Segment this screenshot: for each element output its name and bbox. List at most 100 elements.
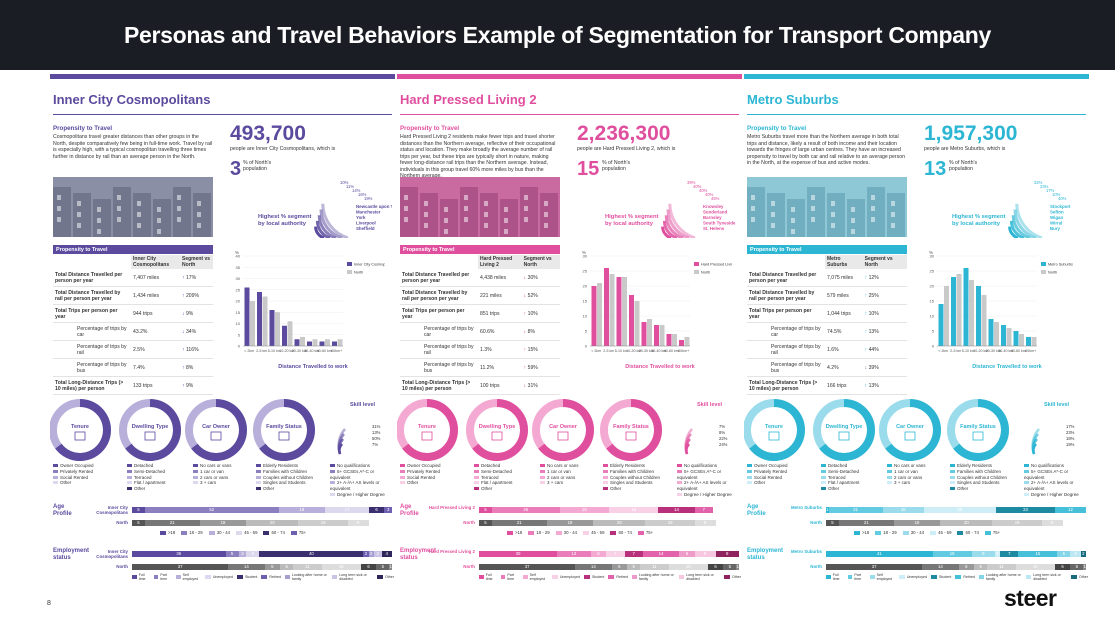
legend-swatch — [1041, 262, 1046, 266]
age-segment: 21 — [828, 507, 883, 513]
donut-label: Dwelling Type — [826, 424, 863, 430]
seg-row-label: Hard Pressed Living 2 — [428, 505, 475, 510]
donut-legend: Detached Semi-Detached Terraced Flat / apar… — [474, 463, 513, 492]
legend-label: Metro Suburbs — [1048, 263, 1073, 267]
row-label: Percentage of trips by bus — [400, 358, 478, 377]
legend-item: Singles and Students — [950, 480, 1007, 486]
col-segment: Metro Suburbs — [825, 255, 863, 269]
la-ring — [666, 209, 690, 238]
la-name: Newcastle upon Tyne — [356, 204, 392, 209]
change-value: 9% — [185, 310, 194, 317]
employment-bar-row: 37 14 6 5 11 15 6 5 1 — [479, 564, 739, 570]
legend-swatch — [1041, 270, 1046, 274]
employment-segment: 6 — [590, 551, 607, 557]
employment-segment: 9 — [971, 551, 995, 557]
age-segment: 19 — [559, 507, 609, 513]
donut-legend: Detached Semi-Detached Terraced Flat / apar… — [821, 463, 860, 492]
arrow-up-icon: ↑ — [523, 310, 528, 317]
chart-bar — [988, 319, 994, 346]
legend-item: 18 - 29 — [528, 530, 550, 535]
title-rule — [747, 114, 1086, 115]
y-tick: 20 — [930, 284, 935, 289]
chart-bar — [679, 340, 684, 346]
chart-bar — [257, 292, 262, 346]
age-segment: 18 — [278, 507, 326, 513]
change-value: 13% — [868, 382, 879, 389]
age-segment: 8 — [347, 520, 369, 526]
legend-item: Other — [400, 480, 441, 486]
row-label: Total Distance Travelled per person per … — [747, 269, 825, 287]
row-label: Total Distance Travelled by rail per per… — [400, 286, 478, 305]
row-label: Total Trips per person per year — [53, 304, 131, 323]
legend-item: Other — [724, 575, 741, 579]
chart-bar — [312, 339, 318, 346]
employment-segment: 6 — [264, 564, 281, 570]
row-value: 7,075 miles — [825, 269, 863, 287]
x-tick: 5-10 km — [615, 349, 628, 353]
x-tick: 10-20 km — [973, 349, 988, 353]
persona-name: Hard Pressed Living 2 — [400, 92, 537, 107]
arrow-up-icon: ↑ — [864, 346, 869, 353]
legend-item: >18 — [854, 530, 869, 535]
donut-label: Car Owner — [896, 424, 925, 430]
legend-item: Semi-Detached — [127, 469, 166, 475]
legend-item: 45 - 59 — [236, 530, 257, 535]
row-value: 1.6% — [825, 340, 863, 359]
row-change: ↓ 30% — [521, 269, 560, 287]
row-value: 1,434 miles — [131, 286, 180, 305]
y-axis-label: % — [235, 250, 239, 255]
employment-legend: Full time Part time Self employed Unemploye… — [826, 573, 1088, 581]
row-value: 7,407 miles — [131, 269, 180, 287]
legend-item: 5+ GCSEs A*-C or equivalent — [677, 468, 722, 480]
arrow-up-icon: ↑ — [864, 328, 869, 335]
table-row: Percentage of trips by car 60.6% ↓ 8% — [400, 322, 560, 341]
x-tick: < 2km — [938, 349, 948, 353]
row-change: ↓ 39% — [862, 358, 907, 377]
arrow-up-icon: ↑ — [181, 274, 186, 281]
donut-legend: Elderly Residents Families with Children C… — [603, 463, 660, 492]
street-photo-image — [400, 177, 560, 237]
la-name: Sefton — [1050, 210, 1064, 215]
legend-item: Semi-Detached — [821, 469, 860, 475]
legend-item: 1 car or van — [887, 469, 926, 475]
north-row-label: North — [116, 520, 128, 525]
employment-segment: 14 — [642, 551, 680, 557]
skill-pct: 13% — [372, 430, 381, 435]
y-tick: 30 — [583, 254, 588, 259]
employment-segment: 14 — [228, 564, 265, 570]
employment-bar-row: 36 5 3 5 40 2 2 3 4 — [132, 551, 392, 557]
age-profile-label: Age Profile — [747, 504, 766, 517]
chart-bar — [1013, 331, 1019, 346]
donut-dwelling-type: Dwelling Type — [813, 399, 875, 461]
age-segment: 14 — [658, 507, 695, 513]
la-ring — [661, 226, 672, 238]
la-pct: 11% — [346, 184, 354, 189]
skill-level-arcs — [337, 428, 346, 455]
legend-item: Full time — [479, 573, 497, 581]
x-tick: 30-40 km — [304, 349, 319, 353]
employment-segment: 8 — [694, 551, 716, 557]
row-label: Percentage of trips by rail — [747, 340, 825, 359]
arrow-up-icon: ↑ — [523, 364, 528, 371]
population-caption: people are Metro Suburbs, which is — [924, 146, 1006, 152]
legend-item: 3 + cars — [887, 480, 926, 486]
chart-bar — [250, 301, 255, 346]
propensity-text: Metro Suburbs travel more than the North… — [747, 134, 906, 166]
legend-item: Flat / apartment — [127, 480, 166, 486]
legend-item: Couples without Children — [950, 475, 1007, 481]
legend-item: 75+ — [984, 530, 1000, 535]
y-tick: 10 — [236, 321, 241, 326]
row-change: ↓ 31% — [521, 376, 560, 395]
chart-bar — [616, 277, 622, 346]
row-label: Total Long-Distance Trips (> 10 miles) p… — [400, 376, 478, 395]
row-value: 579 miles — [825, 286, 863, 305]
x-tick: 5-10 km — [268, 349, 281, 353]
x-tick: 30-40 km — [651, 349, 666, 353]
employment-segment: 1 — [389, 564, 392, 570]
arrow-up-icon: ↑ — [181, 364, 186, 371]
table-row: Total Distance Travelled per person per … — [53, 269, 213, 287]
x-tick: 30-40 km — [998, 349, 1013, 353]
persona-name: Metro Suburbs — [747, 92, 839, 107]
legend-item: Elderly Residents — [950, 463, 1007, 469]
employment-segment: 30 — [479, 551, 557, 557]
